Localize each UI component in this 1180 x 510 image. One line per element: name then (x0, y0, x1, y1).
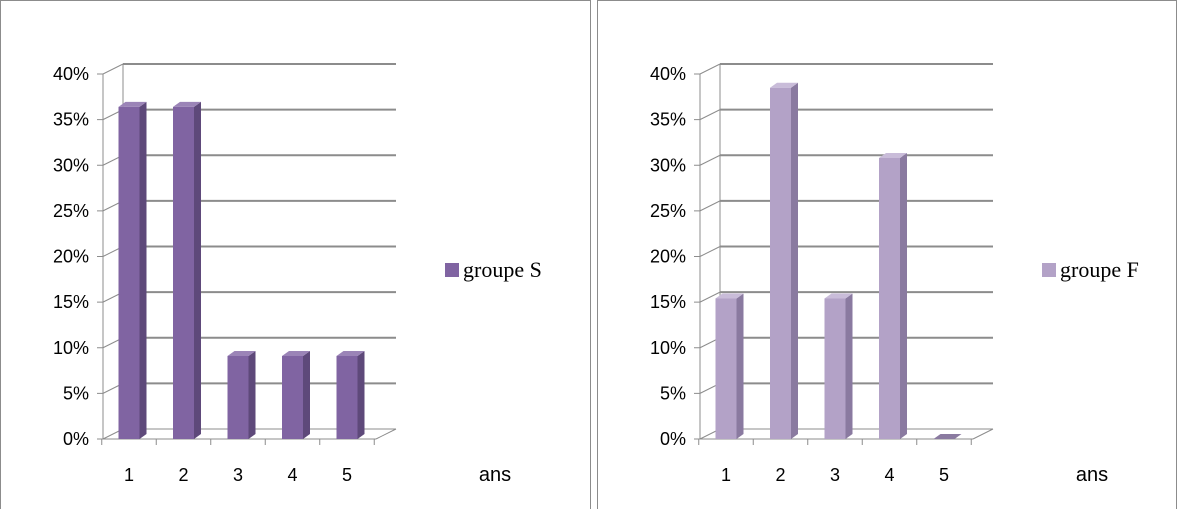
y-tick-label: 20% (650, 247, 686, 267)
gridline (694, 245, 993, 257)
x-tick-label: 5 (342, 465, 352, 485)
x-tick-label: 2 (178, 465, 188, 485)
y-tick-label: 25% (650, 201, 686, 221)
bar (336, 350, 365, 439)
gridline (694, 291, 993, 303)
bar (933, 434, 962, 439)
legend-swatch (1042, 263, 1056, 277)
y-tick-label: 40% (650, 64, 686, 84)
y-tick-label: 5% (660, 383, 686, 403)
chart-panel-left: 0% 5% 10% 15% 20% 25% 30% 35% 40% 1 2 3 4 5 ans groupe … (0, 0, 591, 509)
y-tick-label: 30% (650, 155, 686, 175)
gridline (694, 63, 993, 75)
x-axis-label: ans (479, 464, 511, 486)
chart-panel-right: 0% 5% 10% 15% 20% 25% 30% 35% 40% 1 2 3 4 5 ans groupe … (597, 0, 1177, 509)
y-tick-label: 40% (53, 64, 89, 84)
x-tick-label: 4 (884, 465, 894, 485)
bar (227, 350, 256, 439)
bar (173, 101, 201, 439)
gridline (694, 199, 993, 212)
x-tick-label: 4 (287, 465, 297, 485)
y-tick-label: 35% (53, 110, 89, 130)
bar (824, 293, 853, 439)
bar (118, 101, 147, 439)
bar (879, 152, 907, 439)
y-tick-label: 0% (660, 429, 686, 449)
x-tick-label: 1 (124, 465, 134, 485)
gridline (694, 154, 993, 166)
x-tick-label: 5 (939, 465, 949, 485)
x-tick-label: 3 (830, 465, 840, 485)
y-tick-label: 10% (650, 338, 686, 358)
legend: groupe F (1042, 257, 1139, 282)
legend-swatch (445, 263, 459, 277)
legend-label: groupe F (1060, 257, 1139, 282)
legend-label: groupe S (463, 257, 542, 282)
gridline (694, 108, 993, 121)
y-tick-label: 35% (650, 110, 686, 130)
panel-divider (592, 0, 597, 509)
x-tick-label: 1 (721, 465, 731, 485)
x-tick-label: 2 (775, 465, 785, 485)
gridline (97, 63, 396, 75)
y-tick-label: 25% (53, 201, 89, 221)
y-tick-label: 15% (53, 292, 89, 312)
y-tick-label: 5% (63, 383, 89, 403)
y-tick-label: 10% (53, 338, 89, 358)
y-tick-label: 15% (650, 292, 686, 312)
x-axis-label: ans (1076, 464, 1108, 486)
y-tick-label: 0% (63, 429, 89, 449)
bar (715, 293, 744, 439)
y-tick-label: 30% (53, 155, 89, 175)
bar (770, 82, 798, 439)
y-tick-label: 20% (53, 247, 89, 267)
legend: groupe S (445, 257, 542, 282)
bar-chart-groupe-f: 0% 5% 10% 15% 20% 25% 30% 35% 40% 1 2 3 4 5 ans groupe … (650, 63, 1139, 486)
bar (282, 350, 310, 439)
bar-chart-groupe-s: 0% 5% 10% 15% 20% 25% 30% 35% 40% 1 2 3 4 5 ans groupe … (53, 63, 542, 486)
x-tick-label: 3 (233, 465, 243, 485)
